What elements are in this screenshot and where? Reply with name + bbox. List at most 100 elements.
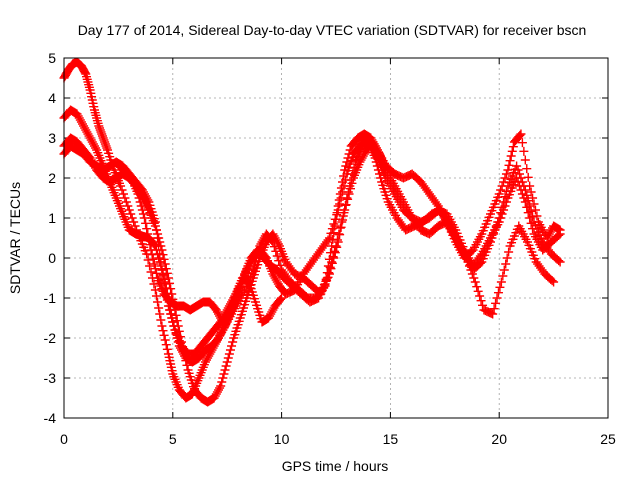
data-point xyxy=(225,345,235,355)
data-point xyxy=(75,115,85,125)
data-point xyxy=(125,172,135,182)
data-point xyxy=(466,265,476,275)
data-point xyxy=(215,311,225,321)
data-point xyxy=(126,209,136,219)
data-point xyxy=(73,111,83,121)
data-point xyxy=(123,201,133,211)
data-point xyxy=(332,210,342,220)
y-axis-label: SDTVAR / TECUs xyxy=(7,182,23,294)
data-point xyxy=(151,291,161,301)
data-point xyxy=(469,273,479,283)
series-track-d xyxy=(59,133,565,359)
data-point xyxy=(333,237,343,247)
data-point xyxy=(121,197,131,207)
data-point xyxy=(84,131,94,141)
data-point xyxy=(141,218,151,228)
data-point xyxy=(530,205,540,215)
data-point xyxy=(515,130,525,140)
data-point xyxy=(204,351,214,361)
data-point xyxy=(153,233,163,243)
data-point xyxy=(161,264,171,274)
data-point xyxy=(213,333,223,343)
data-point xyxy=(336,222,346,232)
data-point xyxy=(218,373,228,383)
data-point xyxy=(343,194,353,204)
data-point xyxy=(549,277,559,287)
data-point xyxy=(268,305,278,315)
data-point xyxy=(470,277,480,287)
data-point xyxy=(330,214,340,224)
data-point xyxy=(168,317,178,327)
y-tick-label: 2 xyxy=(48,170,56,186)
data-point xyxy=(82,127,92,137)
data-point xyxy=(271,235,281,245)
data-point xyxy=(499,265,509,275)
data-point xyxy=(202,355,212,365)
data-point xyxy=(145,240,155,250)
data-point xyxy=(276,294,286,304)
data-point xyxy=(158,326,168,336)
data-point xyxy=(120,193,130,203)
series-track-e xyxy=(113,161,287,327)
data-point xyxy=(324,269,334,279)
data-point xyxy=(507,146,517,156)
data-point xyxy=(324,233,334,243)
data-point xyxy=(501,197,511,207)
data-point xyxy=(127,213,137,223)
data-point xyxy=(339,181,349,191)
data-point xyxy=(158,271,168,281)
data-point xyxy=(266,309,276,319)
data-point xyxy=(494,189,504,199)
y-tick-label: 4 xyxy=(48,90,56,106)
data-point xyxy=(517,138,527,148)
data-point xyxy=(340,175,350,185)
data-point xyxy=(270,233,280,243)
data-point xyxy=(80,68,90,78)
data-point xyxy=(162,344,172,354)
data-point xyxy=(124,205,134,215)
data-point xyxy=(327,258,337,268)
data-point xyxy=(101,141,111,151)
data-point xyxy=(519,146,529,156)
data-point xyxy=(324,268,334,278)
data-point xyxy=(554,230,564,240)
data-point xyxy=(476,296,486,306)
data-point xyxy=(496,185,506,195)
data-point xyxy=(211,305,221,315)
data-point xyxy=(522,164,532,174)
data-point xyxy=(243,263,253,273)
x-tick-label: 15 xyxy=(383,431,399,447)
data-point xyxy=(153,297,163,307)
data-point xyxy=(81,125,91,135)
x-tick-label: 0 xyxy=(60,431,68,447)
data-point xyxy=(145,261,155,271)
data-point xyxy=(494,217,504,227)
x-tick-label: 5 xyxy=(169,431,177,447)
data-point xyxy=(136,201,146,211)
data-point xyxy=(344,189,354,199)
data-point xyxy=(493,288,503,298)
data-point xyxy=(499,205,509,215)
data-point xyxy=(271,275,281,285)
data-point xyxy=(519,193,529,203)
data-point xyxy=(275,260,285,270)
data-point xyxy=(91,143,101,153)
x-axis-label: GPS time / hours xyxy=(282,458,389,474)
y-tick-label: -2 xyxy=(44,330,57,346)
data-point xyxy=(85,133,95,143)
data-point xyxy=(328,252,338,262)
data-point xyxy=(144,234,154,244)
data-point xyxy=(498,271,508,281)
data-point xyxy=(223,310,233,320)
data-point xyxy=(156,315,166,325)
data-point xyxy=(88,139,98,149)
data-point xyxy=(160,335,170,345)
data-point xyxy=(496,277,506,287)
data-point xyxy=(166,309,176,319)
data-point xyxy=(327,257,337,267)
x-tick-label: 25 xyxy=(600,431,616,447)
chart-title: Day 177 of 2014, Sidereal Day-to-day VTE… xyxy=(78,22,587,38)
data-point xyxy=(99,135,109,145)
data-point xyxy=(332,242,342,252)
data-point xyxy=(337,217,347,227)
